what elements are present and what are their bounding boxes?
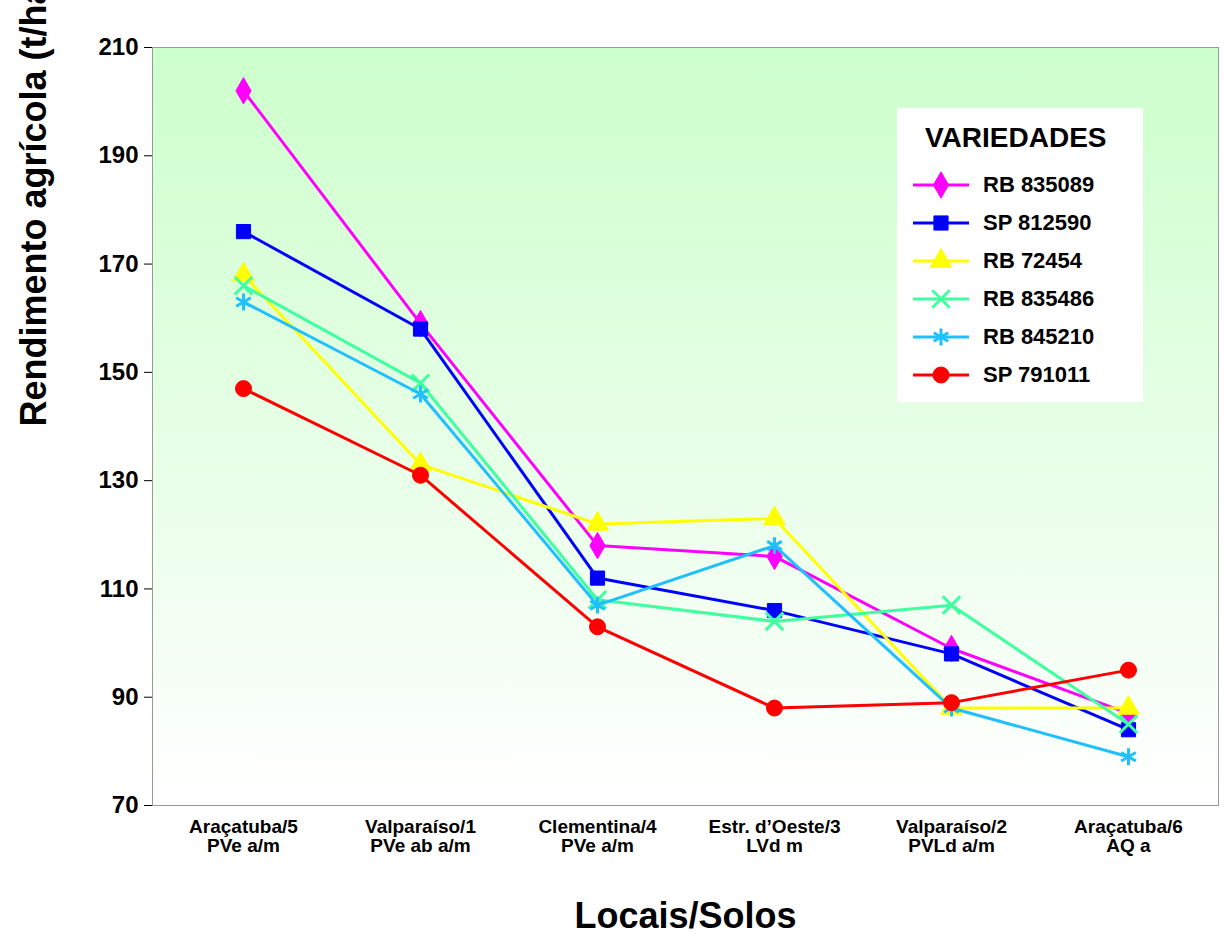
svg-text:Valparaíso/2PVLd a/m: Valparaíso/2PVLd a/m [896, 816, 1007, 856]
svg-text:90: 90 [112, 683, 139, 710]
svg-text:70: 70 [112, 791, 139, 818]
svg-text:150: 150 [98, 358, 138, 385]
html-text:VARIEDADES: VARIEDADES [925, 122, 1107, 153]
svg-text:Locais/Solos: Locais/Solos [574, 895, 796, 936]
svg-text:Araçatuba/5PVe a/m: Araçatuba/5PVe a/m [189, 816, 298, 856]
svg-text:170: 170 [98, 250, 138, 277]
svg-text:210: 210 [98, 33, 138, 60]
svg-text:110: 110 [100, 575, 139, 602]
svg-text:130: 130 [98, 466, 138, 493]
html-text:RB 72454: RB 72454 [983, 248, 1083, 273]
svg-text:Rendimento agrícola (t/ha): Rendimento agrícola (t/ha) [13, 0, 54, 427]
html-text:SP 812590: SP 812590 [983, 210, 1092, 235]
html-text:RB 845210: RB 845210 [983, 324, 1095, 349]
svg-text:Estr. d’Oeste/3LVd m: Estr. d’Oeste/3LVd m [708, 816, 840, 856]
html-text:RB 835486: RB 835486 [983, 286, 1095, 311]
svg-text:Valparaíso/1PVe ab a/m: Valparaíso/1PVe ab a/m [365, 816, 476, 856]
svg-text:Clementina/4PVe a/m: Clementina/4PVe a/m [538, 816, 657, 856]
html-text:RB 835089: RB 835089 [983, 172, 1095, 197]
html-text:SP 791011: SP 791011 [983, 362, 1091, 387]
svg-text:Araçatuba/6AQ a: Araçatuba/6AQ a [1074, 816, 1183, 856]
svg-text:190: 190 [98, 141, 138, 168]
